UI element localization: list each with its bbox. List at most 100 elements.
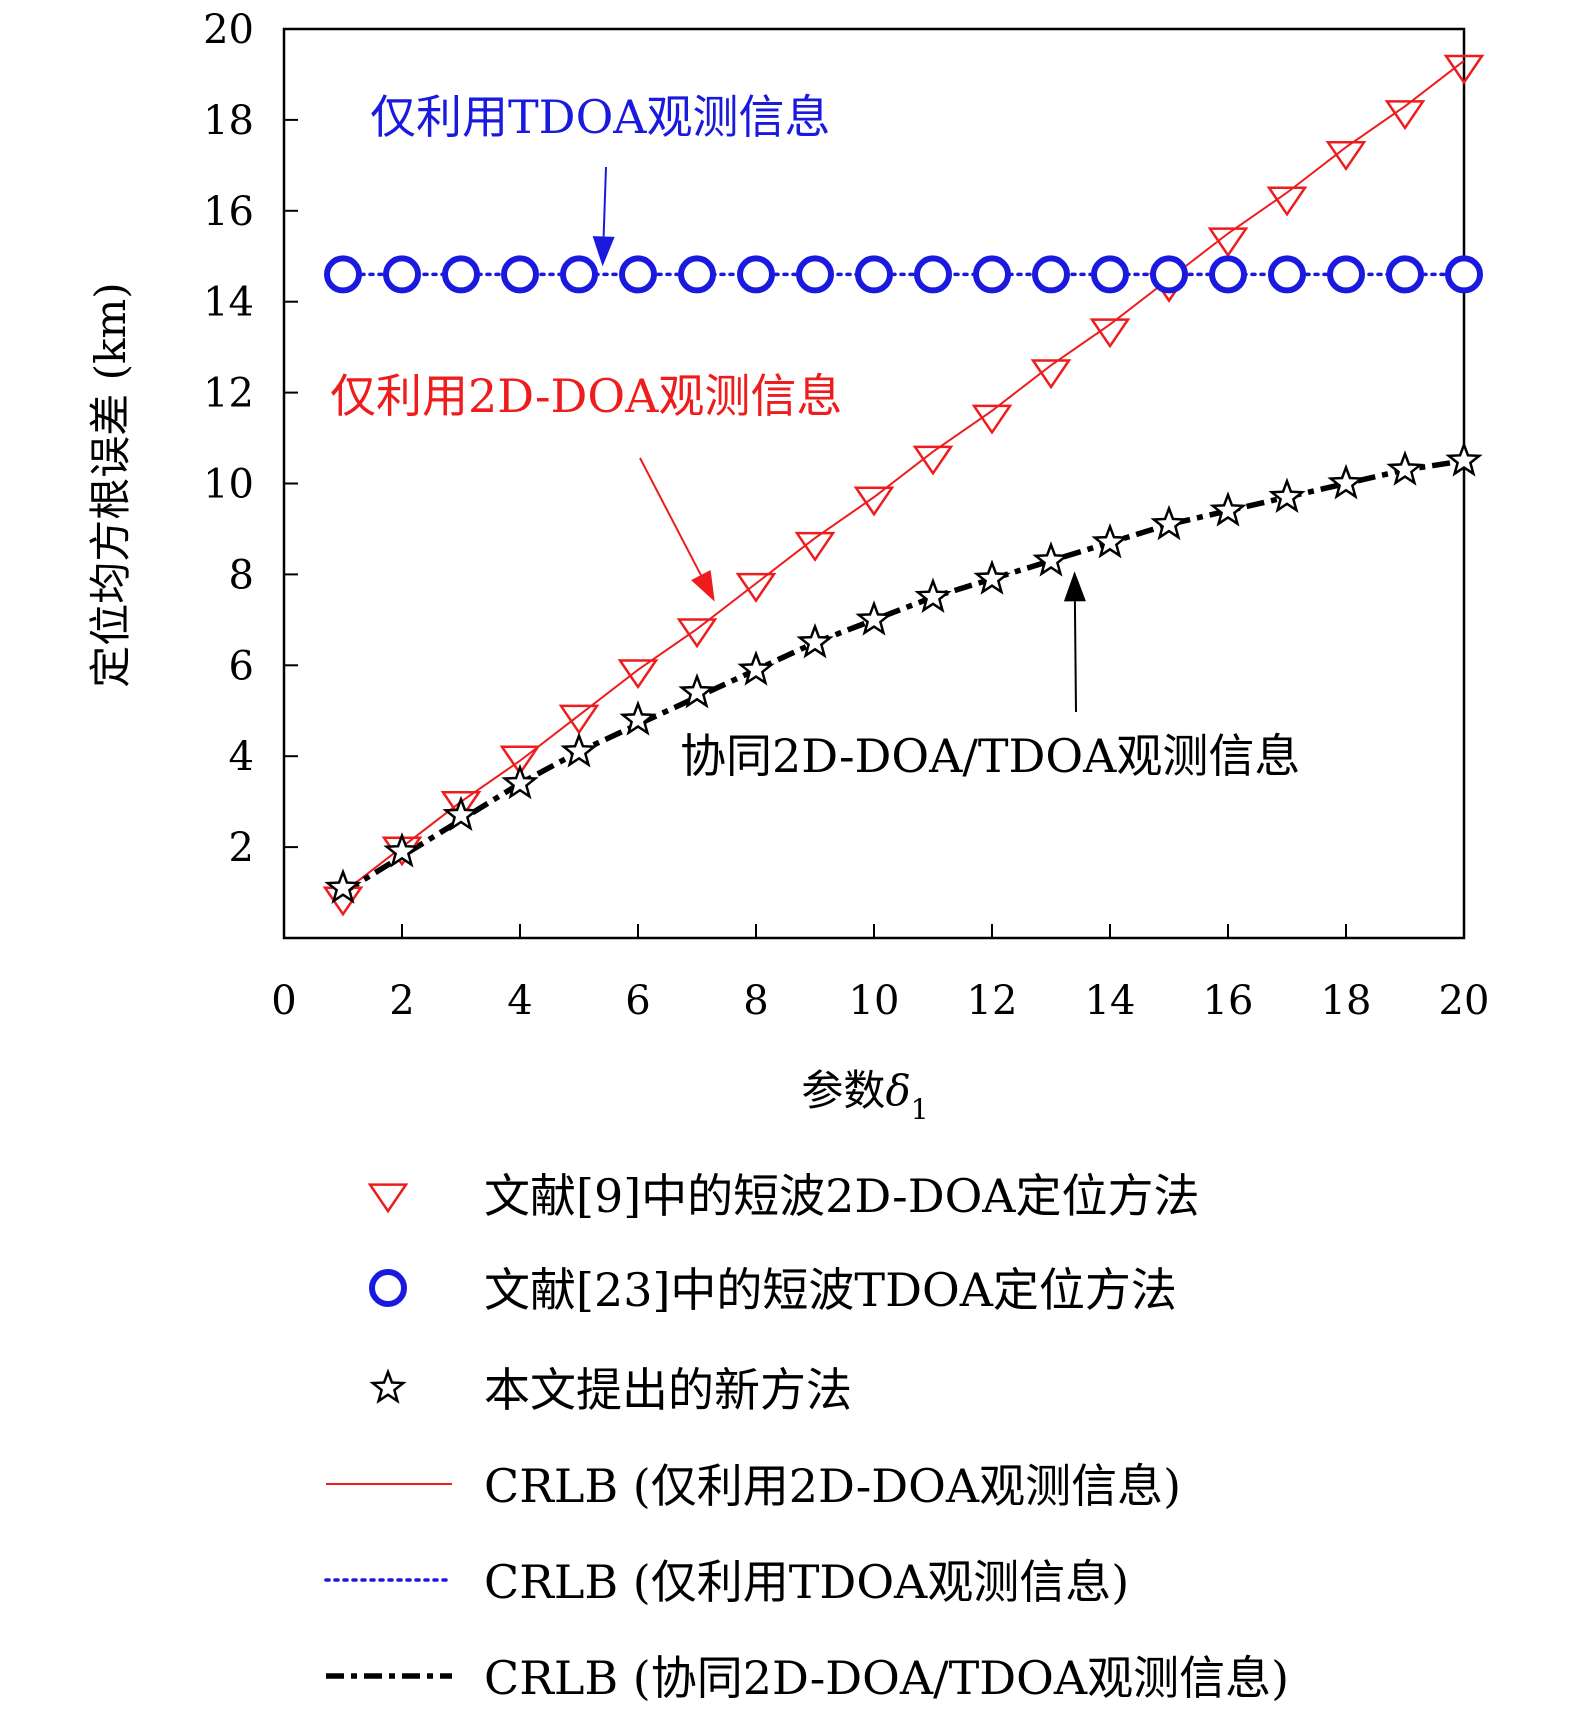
annotation-arrow-shaft [602,166,607,237]
data-point [619,255,657,294]
data-point [1386,450,1424,486]
annotation-arrow-shaft [639,457,702,576]
y-tick-label: 10 [203,462,254,508]
data-point [1445,441,1483,477]
y-tick-label: 12 [203,371,254,417]
data-point [1443,54,1485,85]
legend-entry-1: 文献[23]中的短波TDOA定位方法 [369,1263,1177,1317]
legend-label: CRLB (仅利用2D-DOA观测信息) [484,1459,1181,1513]
x-tick-label: 2 [389,978,414,1024]
x-tick-label: 12 [967,978,1018,1024]
data-point [324,868,362,904]
x-axis-label-subscript: 1 [911,1093,929,1126]
annotation-text: 仅利用2D-DOA观测信息 [330,369,842,423]
y-axis-ticks: 2 4 6 8 10 12 14 16 18 20 [203,7,298,871]
data-point [1207,227,1249,258]
legend-entry-3: CRLB (仅利用2D-DOA观测信息) [326,1459,1181,1513]
legend-label: CRLB (协同2D-DOA/TDOA观测信息) [484,1651,1289,1705]
data-point [796,623,834,659]
legend-label: 本文提出的新方法 [484,1363,852,1417]
y-tick-label: 2 [229,825,254,871]
data-point [1268,255,1306,294]
legend-entry-0: 文献[9]中的短波2D-DOA定位方法 [367,1169,1200,1223]
data-point [1091,523,1129,559]
legend-label: 文献[23]中的短波TDOA定位方法 [484,1263,1177,1317]
x-tick-label: 10 [849,978,900,1024]
data-point [676,618,718,649]
data-point [442,255,480,294]
data-point [501,255,539,294]
data-point [737,650,775,686]
x-tick-label: 16 [1203,978,1254,1024]
data-point [442,795,480,832]
series-markers-2 [324,441,1483,904]
data-point [794,531,836,562]
legend-entry-5: CRLB (协同2D-DOA/TDOA观测信息) [326,1651,1289,1705]
y-tick-label: 18 [203,98,254,144]
x-axis-label: 参数δ1 [801,1066,928,1126]
data-point [678,673,716,709]
data-point [971,404,1013,435]
y-tick-label: 14 [203,280,254,326]
annotation-text: 协同2D-DOA/TDOA观测信息 [680,729,1300,783]
data-point [1268,477,1306,513]
data-point [855,255,893,294]
data-point [912,445,954,476]
data-point [499,745,541,776]
data-point [853,486,895,517]
x-tick-label: 14 [1085,978,1136,1024]
legend-swatch [369,1368,407,1404]
y-axis-label: 定位均方根误差 (km) [86,282,135,687]
data-point [617,659,659,690]
data-point [1266,186,1308,217]
x-tick-label: 0 [271,978,296,1024]
x-tick-label: 18 [1321,978,1372,1024]
data-point [440,790,482,821]
annotation-arrow-head [1063,571,1086,602]
data-point [1091,255,1129,294]
y-tick-label: 16 [203,189,254,235]
annotation-2: 协同2D-DOA/TDOA观测信息 [680,571,1300,783]
series-line-5 [341,458,1465,895]
data-point [914,255,952,294]
legend-swatch [369,1269,407,1307]
x-axis-label-text: 参数 [801,1066,885,1115]
x-tick-label: 8 [743,978,768,1024]
series-layer [322,54,1485,917]
data-point [1325,141,1367,172]
legend-swatch [367,1183,409,1214]
data-point [1150,255,1188,294]
data-point [1384,100,1426,131]
data-point [1386,255,1424,294]
annotation-text: 仅利用TDOA观测信息 [370,90,831,144]
data-point [1089,318,1131,349]
annotation-arrow-shaft [1073,601,1077,713]
annotation-1: 仅利用2D-DOA观测信息 [330,369,842,602]
data-point [973,559,1011,595]
data-point [735,572,777,603]
data-point [1327,255,1365,294]
data-point [1150,504,1188,541]
data-point [383,255,421,294]
data-point [324,255,362,294]
legend-label: 文献[9]中的短波2D-DOA定位方法 [484,1169,1200,1223]
series-line-path [341,458,1465,895]
data-point [1209,255,1247,294]
annotation-arrow-head [592,236,615,267]
annotation-arrow-head [691,569,715,602]
data-point [560,255,598,294]
data-point [558,704,600,735]
annotation-layer: 仅利用TDOA观测信息仅利用2D-DOA观测信息协同2D-DOA/TDOA观测信… [330,90,1300,783]
series-markers-0 [322,54,1485,917]
data-point [501,763,539,800]
legend-label: CRLB (仅利用TDOA观测信息) [484,1555,1129,1609]
data-point [737,255,775,294]
data-point [1445,255,1483,294]
data-point [1030,359,1072,390]
legend-entry-2: 本文提出的新方法 [369,1363,852,1417]
data-point [1209,491,1247,527]
annotation-0: 仅利用TDOA观测信息 [370,90,831,267]
data-point [973,255,1011,294]
data-point [383,832,421,868]
